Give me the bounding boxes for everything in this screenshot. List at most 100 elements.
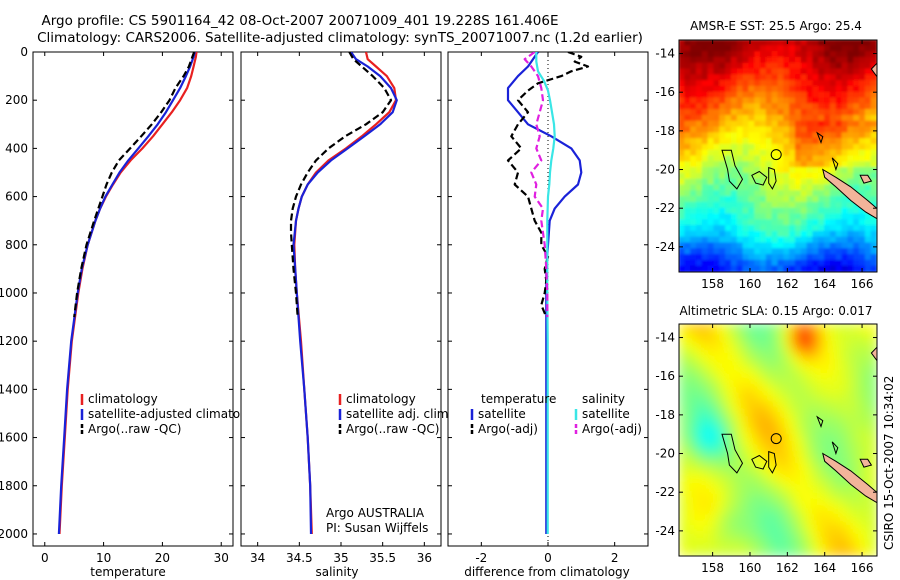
- field-cell: [690, 416, 697, 424]
- field-cell: [736, 40, 744, 47]
- field-cell: [870, 51, 877, 58]
- field-cell: [771, 56, 779, 64]
- field-cell: [719, 259, 727, 267]
- field-cell: [847, 109, 855, 116]
- field-cell: [742, 404, 750, 412]
- field-cell: [847, 68, 855, 76]
- field-cell: [679, 364, 686, 371]
- field-cell: [789, 85, 796, 93]
- field-cell: [835, 497, 843, 505]
- field-cell: [690, 126, 697, 134]
- field-cell: [707, 324, 715, 331]
- field-cell: [800, 364, 808, 371]
- field-cell: [754, 324, 762, 331]
- field-cell: [829, 503, 837, 511]
- field-cell: [812, 497, 820, 505]
- field-cell: [859, 190, 866, 198]
- field-cell: [853, 219, 861, 227]
- field-cell: [870, 335, 877, 342]
- field-cell: [684, 352, 692, 360]
- field-cell: [713, 120, 721, 128]
- field-cell: [760, 352, 767, 360]
- field-cell: [841, 369, 849, 377]
- map-x-tick-label: 162: [776, 277, 799, 291]
- field-cell: [789, 485, 796, 493]
- field-cell: [679, 45, 686, 53]
- field-cell: [760, 138, 767, 145]
- field-cell: [771, 352, 779, 360]
- field-cell: [829, 143, 837, 151]
- field-cell: [818, 230, 826, 238]
- field-cell: [789, 62, 796, 70]
- field-cell: [783, 219, 791, 227]
- field-cell: [742, 456, 750, 464]
- field-cell: [783, 364, 791, 371]
- field-cell: [818, 451, 826, 458]
- field-cell: [736, 497, 744, 505]
- field-cell: [754, 196, 762, 203]
- field-cell: [824, 74, 831, 82]
- field-cell: [794, 242, 802, 250]
- field-cell: [701, 422, 709, 429]
- field-cell: [812, 184, 820, 192]
- field-cell: [719, 265, 727, 272]
- field-cell: [748, 451, 756, 458]
- field-cell: [783, 80, 791, 87]
- field-cell: [695, 369, 703, 377]
- field-cell: [679, 138, 686, 145]
- field-cell: [690, 480, 697, 487]
- field-cell: [824, 433, 831, 441]
- field-cell: [841, 248, 849, 256]
- field-cell: [777, 340, 785, 348]
- field-cell: [870, 445, 877, 453]
- field-cell: [847, 114, 855, 122]
- field-cell: [812, 543, 820, 551]
- field-cell: [806, 219, 814, 227]
- field-cell: [794, 109, 802, 116]
- field-cell: [748, 422, 756, 429]
- field-cell: [835, 422, 843, 429]
- field-cell: [684, 45, 692, 53]
- field-cell: [800, 509, 808, 516]
- field-cell: [824, 387, 831, 395]
- field-cell: [719, 138, 727, 145]
- field-cell: [725, 416, 732, 424]
- field-cell: [771, 410, 779, 418]
- field-cell: [695, 324, 703, 331]
- field-cell: [754, 103, 762, 111]
- field-cell: [736, 329, 744, 337]
- field-cell: [713, 265, 721, 272]
- field-cell: [679, 126, 686, 134]
- field-cell: [730, 491, 738, 499]
- field-cell: [800, 219, 808, 227]
- field-cell: [748, 404, 756, 412]
- field-cell: [719, 236, 727, 244]
- field-cell: [736, 213, 744, 221]
- field-cell: [679, 74, 686, 82]
- field-cell: [777, 254, 785, 261]
- field-cell: [841, 213, 849, 221]
- field-cell: [829, 126, 837, 134]
- field-cell: [679, 254, 686, 261]
- field-cell: [841, 416, 849, 424]
- field-cell: [824, 225, 831, 232]
- field-cell: [754, 514, 762, 522]
- field-cell: [736, 155, 744, 163]
- field-cell: [789, 56, 796, 64]
- field-cell: [765, 416, 773, 424]
- field-cell: [824, 532, 831, 540]
- field-cell: [783, 538, 791, 545]
- field-cell: [870, 178, 877, 186]
- field-cell: [760, 480, 767, 487]
- field-cell: [707, 161, 715, 169]
- field-cell: [847, 497, 855, 505]
- field-cell: [736, 398, 744, 406]
- field-cell: [690, 462, 697, 470]
- field-cell: [754, 149, 762, 157]
- field-cell: [684, 161, 692, 169]
- field-cell: [701, 474, 709, 482]
- field-cell: [847, 85, 855, 93]
- field-cell: [812, 126, 820, 134]
- field-cell: [812, 62, 820, 70]
- field-cell: [847, 549, 855, 556]
